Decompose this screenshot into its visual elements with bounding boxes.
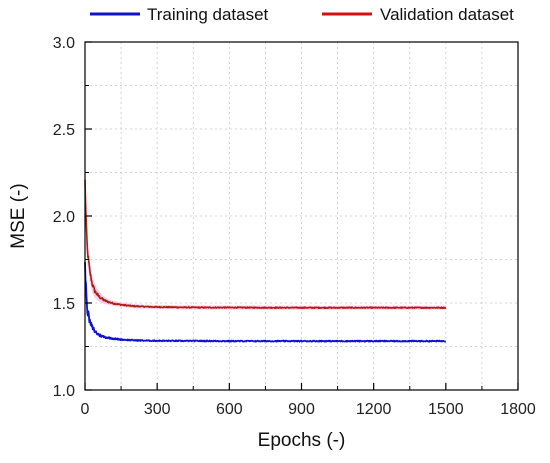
y-tick-label: 2.0 [53, 209, 75, 226]
legend-label: Training dataset [147, 5, 269, 24]
validation-series-overlay [84, 182, 446, 309]
y-tick-label: 1.0 [53, 383, 75, 400]
y-tick-label: 2.5 [53, 122, 75, 139]
legend: Training dataset Validation dataset [90, 5, 514, 24]
axis-ticks: 0 300 600 900 1200 1500 1800 1.0 1.5 2.0 2.5 3.0 [53, 35, 536, 418]
x-tick-label: 1800 [500, 401, 536, 418]
legend-label: Validation dataset [380, 5, 514, 24]
x-tick-label: 900 [288, 401, 315, 418]
x-tick-label: 0 [81, 401, 90, 418]
y-tick-label: 3.0 [53, 35, 75, 52]
x-tick-label: 1200 [356, 401, 392, 418]
training-series-line [84, 262, 447, 343]
y-axis-title: MSE (-) [8, 183, 29, 248]
series-lines [84, 179, 447, 343]
x-tick-label: 600 [216, 401, 243, 418]
y-tick-label: 1.5 [53, 296, 75, 313]
x-tick-label: 1500 [428, 401, 464, 418]
x-tick-label: 300 [144, 401, 171, 418]
grid [85, 42, 518, 390]
x-axis-title: Epochs (-) [258, 430, 346, 451]
